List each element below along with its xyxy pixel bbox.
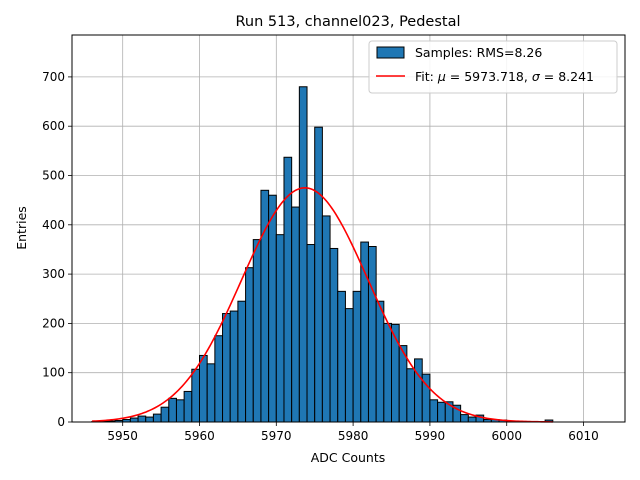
histogram-bar xyxy=(152,413,162,423)
x-axis: 5950 5960 5970 5980 5990 6000 6010 xyxy=(107,422,599,443)
y-tick-label: 0 xyxy=(57,415,65,429)
legend-histogram-swatch xyxy=(376,46,405,59)
histogram-bar xyxy=(406,368,416,423)
histogram-bar xyxy=(298,86,308,423)
histogram-bar xyxy=(467,416,477,423)
histogram-bar xyxy=(275,234,285,423)
histogram-bar xyxy=(168,397,177,423)
histogram-bar xyxy=(414,358,423,423)
sigma-value: 8.241 xyxy=(558,69,594,84)
histogram-bar xyxy=(268,194,277,423)
histogram-bar xyxy=(352,290,362,423)
mu-value: 5973.718 xyxy=(464,69,524,84)
plot-frame xyxy=(71,34,626,423)
y-axis-label: Entries xyxy=(14,206,29,250)
histogram-bar xyxy=(306,244,316,423)
y-tick-label: 700 xyxy=(42,70,65,84)
y-tick-label: 600 xyxy=(42,119,65,133)
y-tick-label: 400 xyxy=(42,218,65,232)
histogram-bar xyxy=(191,368,200,423)
y-tick-label: 200 xyxy=(42,316,65,330)
histogram-bar xyxy=(429,399,439,423)
x-axis-label: ADC Counts xyxy=(311,450,386,465)
histogram-bar xyxy=(229,310,239,423)
histogram-bar xyxy=(383,322,393,423)
histogram-bar xyxy=(183,390,193,423)
histogram-bar xyxy=(137,415,147,423)
x-tick-label: 5960 xyxy=(184,429,215,443)
y-tick-label: 100 xyxy=(42,366,65,380)
histogram-bar xyxy=(206,363,216,423)
legend-box xyxy=(368,40,618,94)
histogram-bar xyxy=(314,126,323,423)
histogram-bar xyxy=(337,290,346,423)
chart-title: Run 513, channel023, Pedestal xyxy=(235,14,460,30)
legend-fit-label: Fit: μ = 5973.718, σ = 8.241 xyxy=(415,69,594,84)
histogram-bar xyxy=(160,406,170,423)
histogram-bar xyxy=(437,401,446,423)
legend-histogram-label: Samples: RMS=8.26 xyxy=(415,45,542,60)
histogram-bar xyxy=(321,215,331,423)
gaussian-fit-curve xyxy=(91,187,553,423)
y-axis: 0 100 200 300 400 500 600 700 xyxy=(42,70,72,429)
legend: Samples: RMS=8.26 Fit: μ = 5973.718, σ =… xyxy=(368,40,618,94)
x-tick-label: 6010 xyxy=(568,429,599,443)
histogram-bar xyxy=(329,247,339,423)
histogram-bar xyxy=(145,416,154,423)
sigma-symbol: σ xyxy=(532,69,541,84)
x-tick-label: 5970 xyxy=(261,429,292,443)
histogram-bar xyxy=(344,308,354,423)
histogram-bar xyxy=(375,300,385,423)
x-tick-label: 5990 xyxy=(415,429,446,443)
histogram-bar xyxy=(460,414,469,423)
x-tick-label: 5950 xyxy=(107,429,138,443)
histogram-bar xyxy=(360,241,369,423)
x-tick-label: 6000 xyxy=(491,429,522,443)
histogram-bar xyxy=(291,206,300,423)
histogram-bar xyxy=(245,267,254,423)
y-tick-label: 500 xyxy=(42,169,65,183)
histogram-bar xyxy=(175,399,185,423)
fit-prefix: Fit: xyxy=(415,69,438,84)
histogram-bar xyxy=(367,245,377,423)
histogram-bar xyxy=(237,300,247,423)
mu-symbol: μ xyxy=(437,69,446,84)
histogram-bar xyxy=(222,313,231,423)
histogram-bar xyxy=(129,417,139,423)
histogram-bar xyxy=(252,239,262,423)
x-tick-label: 5980 xyxy=(338,429,369,443)
y-tick-label: 300 xyxy=(42,267,65,281)
histogram-bar xyxy=(198,354,208,423)
histogram-bar xyxy=(214,335,224,423)
